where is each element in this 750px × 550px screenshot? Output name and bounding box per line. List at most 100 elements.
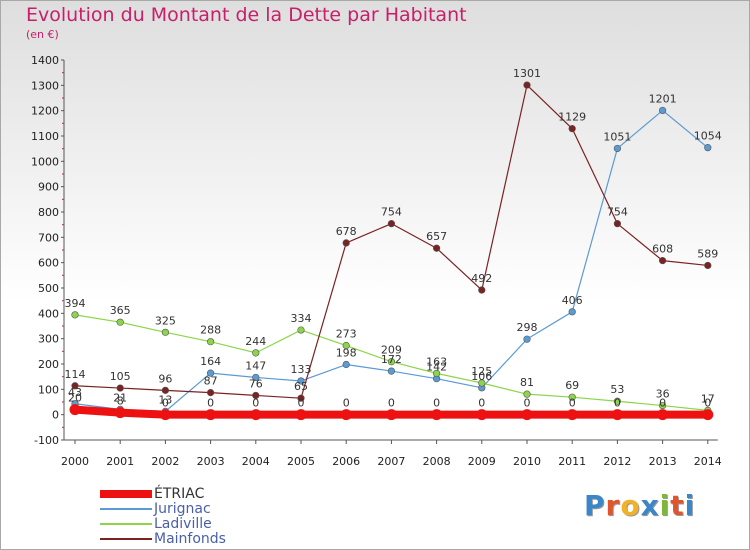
logo-letter: i (659, 489, 671, 522)
y-tick-label: 1000 (31, 155, 59, 168)
data-label-mainfonds: 65 (294, 380, 308, 393)
data-point-mainfonds (342, 239, 350, 247)
data-label-etriac: 0 (524, 397, 531, 410)
data-point-ladiville (433, 369, 441, 377)
legend-swatch (100, 538, 152, 540)
data-point-jurignac (297, 377, 305, 385)
data-label-ladiville: 53 (610, 383, 624, 396)
x-tick-label: 2011 (558, 455, 586, 468)
data-label-mainfonds: 608 (652, 243, 673, 256)
logo-letter: r (605, 489, 621, 522)
legend-swatch (100, 523, 152, 525)
x-tick-label: 2013 (649, 455, 677, 468)
data-point-jurignac (207, 369, 215, 377)
data-point-mainfonds (71, 382, 79, 390)
data-point-ladiville (478, 379, 486, 387)
data-label-ladiville: 81 (520, 376, 534, 389)
data-point-jurignac (252, 373, 260, 382)
data-point-etriac (476, 409, 488, 421)
logo-letter: x (640, 489, 660, 522)
data-point-ladiville (207, 338, 215, 346)
legend-swatch (100, 508, 152, 510)
data-label-jurignac: 133 (291, 363, 312, 376)
data-point-etriac (250, 409, 262, 421)
data-point-etriac (114, 407, 126, 419)
data-label-etriac: 0 (162, 397, 169, 410)
series-line-jurignac (74, 109, 709, 412)
data-label-etriac: 0 (614, 397, 621, 410)
y-tick-label: -100 (34, 434, 59, 447)
data-label-etriac: 0 (343, 397, 350, 410)
y-tick-label: 200 (38, 358, 59, 371)
data-label-jurignac: 1201 (649, 92, 677, 105)
data-label-etriac: 0 (704, 397, 711, 410)
data-point-mainfonds (161, 386, 169, 394)
y-tick-label: 700 (38, 231, 59, 244)
data-label-jurignac: 13 (158, 393, 172, 406)
data-point-etriac (295, 409, 307, 421)
data-label-etriac: 20 (68, 392, 82, 405)
data-label-mainfonds: 754 (607, 206, 628, 219)
data-label-mainfonds: 76 (249, 377, 263, 390)
data-point-etriac (702, 409, 714, 421)
data-point-etriac (611, 409, 623, 421)
data-point-ladiville (613, 397, 622, 405)
y-tick-label: 800 (38, 206, 59, 219)
data-label-mainfonds: 105 (110, 370, 131, 383)
x-tick-label: 2009 (468, 455, 496, 468)
y-tick-label: 1400 (31, 54, 59, 67)
logo-letter: o (620, 489, 641, 522)
data-point-ladiville (387, 358, 396, 366)
data-point-etriac (205, 409, 217, 421)
data-label-jurignac: 1054 (694, 130, 722, 143)
x-tick-label: 2005 (287, 455, 315, 468)
data-label-etriac: 0 (298, 397, 305, 410)
data-point-ladiville (658, 401, 667, 410)
y-tick-label: 400 (38, 307, 59, 320)
data-point-jurignac (342, 360, 350, 369)
data-point-mainfonds (478, 286, 486, 294)
proxiti-logo: Proxiti (584, 489, 695, 522)
logo-letter: P (584, 489, 606, 522)
data-point-etriac (521, 409, 533, 421)
data-point-jurignac (568, 308, 576, 316)
data-label-jurignac: 43 (68, 386, 82, 399)
data-point-mainfonds (207, 389, 215, 397)
y-tick-label: 1200 (31, 105, 59, 118)
data-point-ladiville (116, 318, 124, 326)
x-tick-label: 2001 (106, 455, 134, 468)
data-point-mainfonds (704, 261, 712, 270)
data-label-etriac: 0 (252, 397, 259, 410)
data-label-mainfonds: 589 (697, 247, 718, 260)
data-label-jurignac: 164 (200, 355, 221, 368)
data-point-ladiville (161, 328, 169, 336)
legend-swatch (100, 490, 152, 498)
data-point-mainfonds (116, 384, 124, 392)
data-label-etriac: 0 (207, 397, 214, 410)
data-point-ladiville (523, 390, 531, 398)
data-label-ladiville: 163 (426, 355, 447, 368)
data-point-jurignac (704, 144, 712, 152)
data-label-ladiville: 69 (565, 379, 579, 392)
data-label-jurignac: 298 (517, 321, 538, 334)
legend-label: Jurignac (154, 501, 211, 517)
logo-letter: t (670, 489, 685, 522)
data-point-mainfonds (297, 394, 305, 402)
y-tick-label: 0 (52, 409, 59, 422)
data-point-mainfonds (523, 81, 531, 89)
data-label-jurignac: 406 (562, 294, 583, 307)
data-label-ladiville: 244 (245, 335, 266, 348)
data-point-etriac (340, 409, 352, 421)
data-point-etriac (159, 409, 171, 421)
data-label-ladiville: 334 (291, 312, 312, 325)
data-label-mainfonds: 1301 (513, 67, 541, 80)
data-point-jurignac (613, 144, 622, 153)
x-tick-label: 2012 (603, 455, 631, 468)
data-label-ladiville: 288 (200, 324, 221, 337)
data-point-etriac (566, 409, 578, 421)
y-tick-label: 100 (38, 383, 59, 396)
data-point-jurignac (523, 335, 531, 343)
data-point-jurignac (387, 367, 396, 375)
y-tick-label: 500 (38, 282, 59, 295)
